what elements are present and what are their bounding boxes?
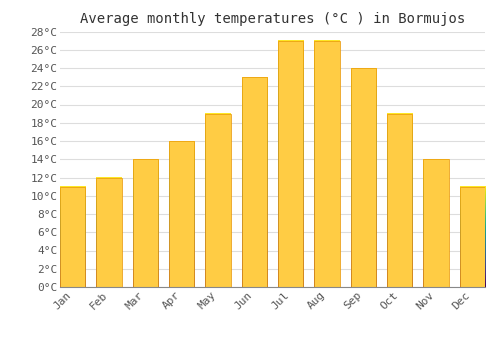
Bar	[60, 187, 86, 287]
Bar	[387, 114, 412, 287]
Bar	[350, 68, 376, 287]
Title: Average monthly temperatures (°C ) in Bormujos: Average monthly temperatures (°C ) in Bo…	[80, 12, 465, 26]
Bar	[96, 177, 122, 287]
Bar	[460, 187, 485, 287]
Bar	[423, 159, 448, 287]
Bar	[132, 159, 158, 287]
Bar	[314, 41, 340, 287]
Bar	[278, 41, 303, 287]
Bar	[242, 77, 267, 287]
Bar	[169, 141, 194, 287]
Bar	[206, 114, 231, 287]
